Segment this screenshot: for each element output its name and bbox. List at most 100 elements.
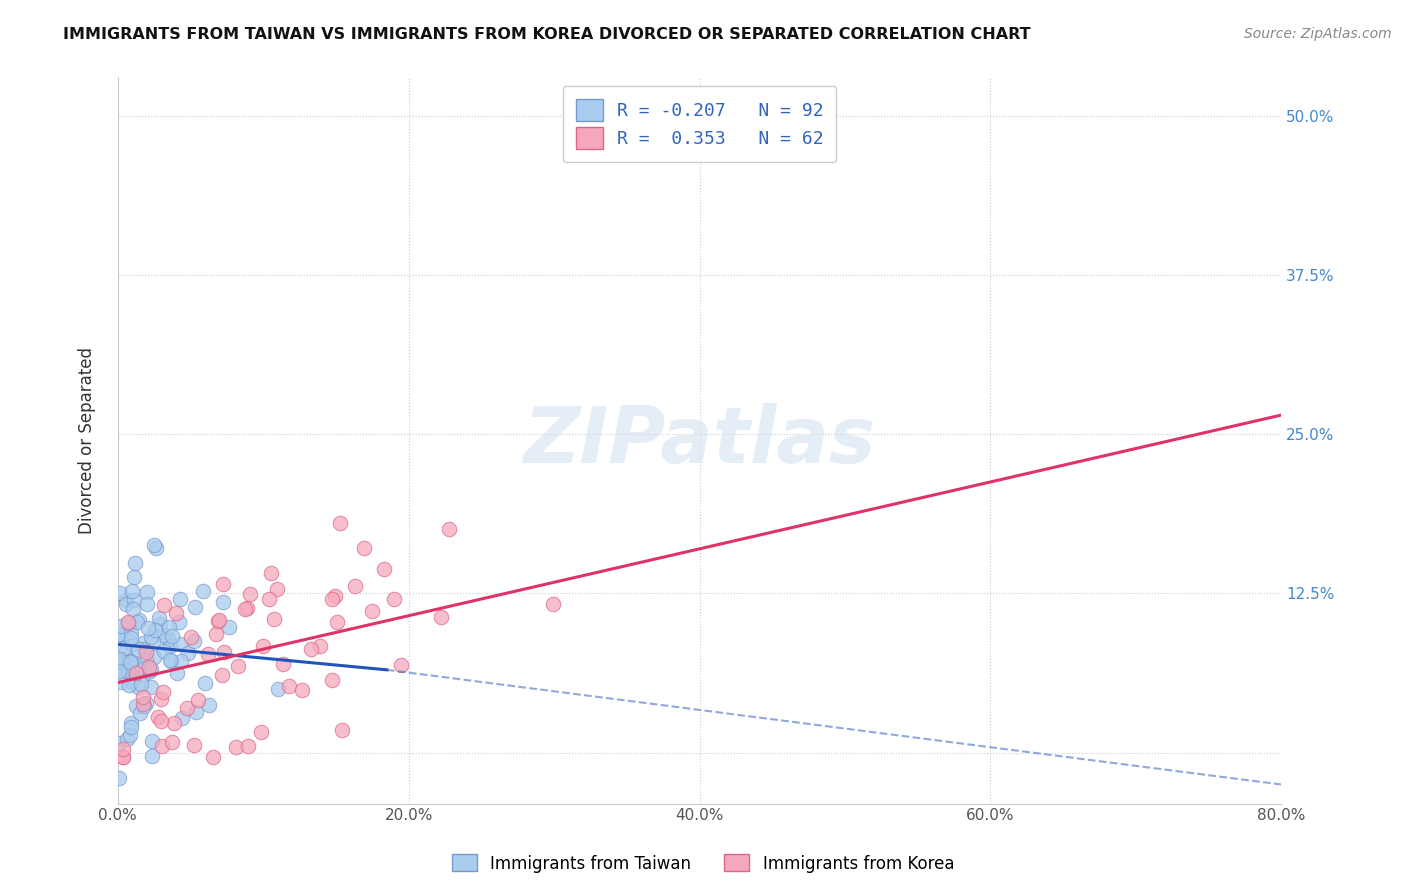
- Point: [139, 662, 162, 676]
- Point: [197, 698, 219, 713]
- Point: [132, 697, 155, 711]
- Point: [117, 665, 139, 679]
- Point: [260, 566, 283, 580]
- Point: [128, 614, 150, 628]
- Point: [162, 716, 184, 731]
- Point: [112, 742, 135, 756]
- Point: [122, 602, 145, 616]
- Point: [120, 715, 142, 730]
- Point: [239, 587, 262, 601]
- Point: [120, 654, 142, 668]
- Point: [146, 710, 169, 724]
- Point: [150, 739, 173, 753]
- Point: [157, 632, 180, 647]
- Point: [120, 655, 142, 669]
- Point: [112, 660, 135, 674]
- Point: [108, 586, 131, 600]
- Point: [131, 690, 153, 704]
- Point: [120, 720, 142, 734]
- Point: [141, 749, 163, 764]
- Point: [114, 593, 136, 607]
- Point: [148, 610, 170, 624]
- Point: [165, 606, 187, 620]
- Point: [112, 750, 135, 764]
- Point: [207, 614, 229, 628]
- Point: [122, 593, 145, 607]
- Point: [120, 728, 142, 742]
- Point: [211, 668, 233, 682]
- Point: [169, 592, 191, 607]
- Point: [136, 621, 159, 635]
- Point: [121, 637, 143, 651]
- Point: [108, 626, 131, 640]
- Point: [120, 625, 142, 640]
- Point: [124, 657, 146, 672]
- Point: [125, 666, 148, 681]
- Point: [160, 629, 183, 643]
- Point: [142, 537, 165, 551]
- Point: [160, 653, 183, 667]
- Point: [326, 615, 349, 630]
- Point: [208, 613, 231, 627]
- Point: [159, 640, 181, 654]
- Point: [115, 597, 138, 611]
- Point: [139, 630, 162, 644]
- Point: [108, 737, 131, 751]
- Point: [211, 595, 233, 609]
- Point: [124, 556, 146, 570]
- Point: [176, 701, 198, 715]
- Text: IMMIGRANTS FROM TAIWAN VS IMMIGRANTS FROM KOREA DIVORCED OR SEPARATED CORRELATIO: IMMIGRANTS FROM TAIWAN VS IMMIGRANTS FRO…: [63, 27, 1031, 42]
- Point: [112, 750, 135, 764]
- Point: [183, 634, 205, 648]
- Text: Source: ZipAtlas.com: Source: ZipAtlas.com: [1244, 27, 1392, 41]
- Point: [236, 601, 259, 615]
- Point: [309, 640, 332, 654]
- Point: [211, 577, 233, 591]
- Point: [278, 679, 301, 693]
- Point: [139, 664, 162, 678]
- Point: [135, 645, 157, 659]
- Point: [132, 699, 155, 714]
- Point: [135, 696, 157, 710]
- Point: [291, 682, 314, 697]
- Point: [361, 604, 384, 618]
- Point: [112, 640, 135, 655]
- Point: [226, 659, 249, 673]
- Text: ZIPatlas: ZIPatlas: [523, 402, 876, 478]
- Point: [160, 735, 183, 749]
- Point: [430, 610, 453, 624]
- Point: [127, 642, 149, 657]
- Point: [125, 699, 148, 714]
- Legend: Immigrants from Taiwan, Immigrants from Korea: Immigrants from Taiwan, Immigrants from …: [446, 847, 960, 880]
- Point: [177, 646, 200, 660]
- Point: [541, 597, 564, 611]
- Point: [122, 570, 145, 584]
- Point: [299, 641, 322, 656]
- Point: [110, 651, 132, 665]
- Point: [112, 628, 135, 642]
- Point: [138, 660, 160, 674]
- Point: [132, 641, 155, 656]
- Point: [132, 636, 155, 650]
- Point: [183, 738, 205, 752]
- Point: [114, 645, 136, 659]
- Point: [382, 591, 405, 606]
- Point: [257, 592, 280, 607]
- Point: [252, 640, 274, 654]
- Point: [389, 657, 412, 672]
- Point: [187, 693, 209, 707]
- Point: [129, 677, 152, 691]
- Point: [167, 615, 190, 629]
- Point: [127, 615, 149, 629]
- Point: [153, 644, 176, 658]
- Point: [108, 652, 131, 666]
- Point: [108, 771, 131, 785]
- Point: [128, 680, 150, 694]
- Point: [197, 647, 219, 661]
- Point: [329, 516, 352, 531]
- Point: [120, 632, 142, 646]
- Point: [212, 645, 235, 659]
- Point: [153, 599, 176, 613]
- Point: [135, 652, 157, 666]
- Point: [250, 724, 273, 739]
